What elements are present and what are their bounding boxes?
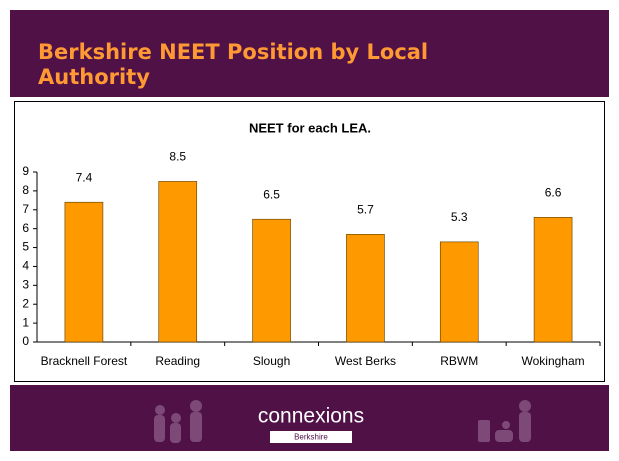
y-tick-label: 5 xyxy=(22,240,29,254)
bar xyxy=(158,181,198,343)
footer-region: Berkshire xyxy=(294,433,328,442)
y-tick-label: 9 xyxy=(22,164,29,178)
y-tick-label: 0 xyxy=(22,334,29,348)
data-label: 5.7 xyxy=(357,203,374,217)
y-tick-label: 7 xyxy=(22,202,29,216)
bar xyxy=(252,218,291,343)
slide-title: Berkshire NEET Position by Local Authori… xyxy=(38,40,429,89)
data-label: 7.4 xyxy=(76,170,93,184)
chart-title: NEET for each LEA. xyxy=(249,120,371,135)
x-tick-label: Wokingham xyxy=(522,354,585,368)
data-label: 6.6 xyxy=(545,186,562,200)
y-tick-label: 4 xyxy=(22,259,29,273)
bar xyxy=(533,217,573,343)
bar xyxy=(64,201,104,343)
y-tick-label: 6 xyxy=(22,221,29,235)
data-label: 8.5 xyxy=(169,150,186,164)
y-tick-label: 1 xyxy=(22,315,29,329)
x-tick-label: Reading xyxy=(155,354,200,368)
footer-figures xyxy=(154,400,531,443)
x-tick-label: Slough xyxy=(253,354,290,368)
chart-area xyxy=(10,97,609,385)
x-tick-label: RBWM xyxy=(440,354,478,368)
data-label: 5.3 xyxy=(451,210,468,224)
bar xyxy=(346,234,385,343)
bar xyxy=(439,241,479,343)
chart-frame xyxy=(14,101,605,382)
footer-region-box xyxy=(270,431,352,443)
x-tick-label: West Berks xyxy=(335,354,396,368)
y-tick-label: 3 xyxy=(22,278,29,292)
footer-logo: connexions xyxy=(258,405,364,428)
y-tick-label: 8 xyxy=(22,183,29,197)
x-tick-label: Bracknell Forest xyxy=(41,354,128,368)
y-tick-label: 2 xyxy=(22,296,29,310)
data-label: 6.5 xyxy=(263,187,280,201)
